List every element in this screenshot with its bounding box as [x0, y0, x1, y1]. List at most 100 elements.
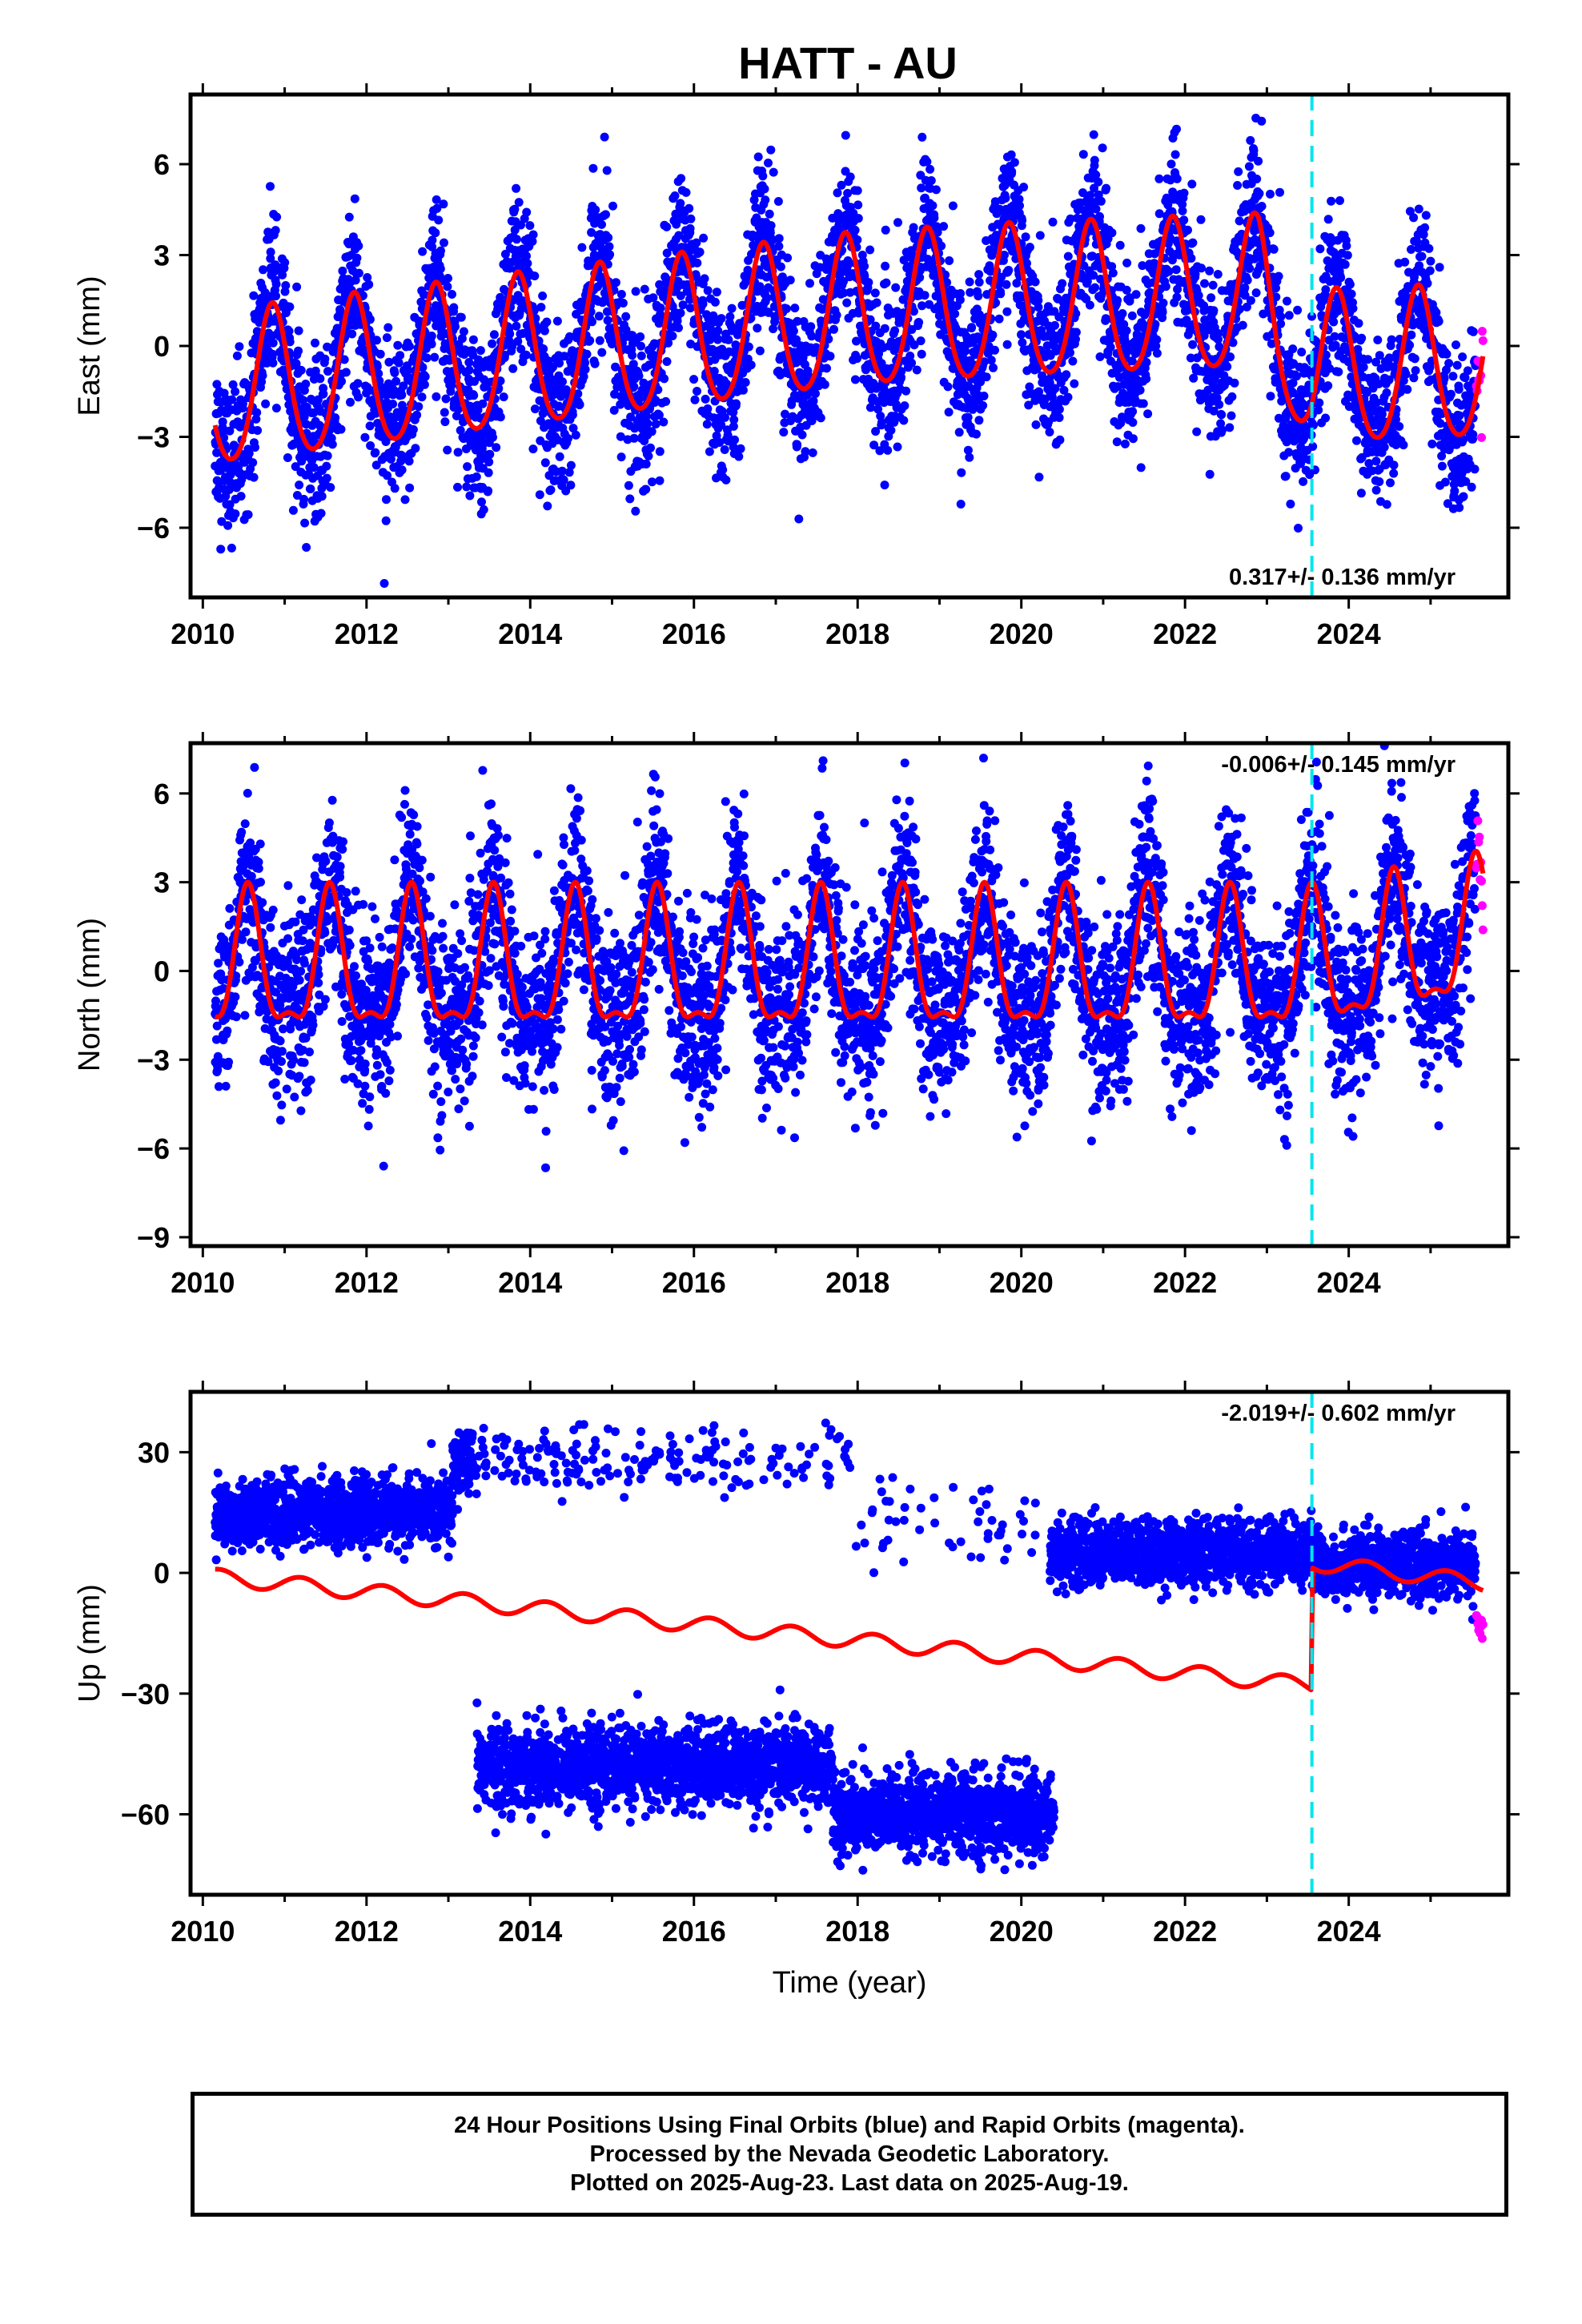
- final-orbit-point: [1356, 489, 1366, 498]
- final-orbit-point: [347, 329, 357, 339]
- final-orbit-point: [841, 131, 850, 140]
- final-orbit-point: [411, 444, 420, 453]
- final-orbit-point: [674, 323, 683, 332]
- final-orbit-point: [1227, 411, 1236, 420]
- final-orbit-point: [774, 234, 784, 243]
- final-orbit-point: [1085, 300, 1094, 310]
- final-orbit-point: [496, 376, 505, 386]
- final-orbit-point: [1048, 217, 1058, 227]
- final-orbit-point: [449, 303, 459, 312]
- final-orbit-point: [1200, 279, 1209, 288]
- final-orbit-point: [577, 243, 587, 252]
- final-orbit-point: [1030, 277, 1040, 287]
- final-orbit-point: [1321, 413, 1331, 423]
- final-orbit-point: [390, 368, 400, 377]
- final-orbit-point: [1379, 442, 1389, 452]
- final-orbit-point: [662, 357, 672, 366]
- final-orbit-point: [418, 363, 428, 372]
- final-orbit-point: [1458, 352, 1468, 362]
- final-orbit-point: [1347, 289, 1356, 299]
- final-orbit-point: [352, 253, 362, 263]
- final-orbit-point: [418, 247, 428, 256]
- final-orbit-point: [907, 358, 917, 368]
- final-orbit-point: [965, 452, 974, 462]
- final-orbit-point: [1345, 279, 1355, 289]
- final-orbit-point: [794, 514, 804, 524]
- final-orbit-point: [1257, 202, 1267, 211]
- final-orbit-point: [354, 268, 363, 278]
- final-orbit-point: [1112, 437, 1122, 447]
- final-orbit-point: [1323, 215, 1333, 224]
- final-orbit-point: [1194, 291, 1203, 300]
- final-orbit-point: [948, 201, 958, 211]
- final-orbit-point: [1207, 293, 1216, 303]
- final-orbit-point: [1019, 183, 1029, 192]
- final-orbit-point: [271, 279, 281, 289]
- final-orbit-point: [428, 242, 437, 251]
- final-orbit-point: [636, 332, 645, 341]
- final-orbit-point: [950, 309, 960, 319]
- final-orbit-point: [685, 223, 695, 233]
- final-orbit-point: [853, 214, 863, 223]
- final-orbit-point: [451, 322, 460, 332]
- final-orbit-point: [272, 212, 282, 222]
- final-orbit-point: [434, 215, 444, 225]
- final-orbit-point: [561, 486, 571, 496]
- final-orbit-point: [686, 340, 696, 349]
- final-orbit-point: [227, 395, 237, 404]
- final-orbit-point: [459, 327, 468, 336]
- final-orbit-point: [620, 332, 629, 342]
- final-orbit-point: [1329, 317, 1339, 327]
- final-orbit-point: [1371, 485, 1381, 495]
- final-orbit-point: [686, 214, 696, 223]
- final-orbit-point: [299, 494, 308, 504]
- final-orbit-point: [625, 494, 635, 504]
- final-orbit-point: [1266, 392, 1275, 401]
- final-orbit-point: [806, 322, 816, 332]
- final-orbit-point: [1244, 162, 1254, 171]
- final-orbit-point: [386, 454, 396, 464]
- final-orbit-point: [396, 351, 405, 360]
- final-orbit-point: [1421, 211, 1431, 220]
- final-orbit-point: [1297, 348, 1307, 357]
- final-orbit-point: [725, 312, 735, 321]
- final-orbit-point: [477, 454, 487, 464]
- final-orbit-point: [914, 318, 924, 327]
- final-orbit-point: [1377, 409, 1387, 419]
- final-orbit-point: [769, 167, 778, 177]
- final-orbit-point: [1106, 343, 1115, 352]
- final-orbit-point: [317, 492, 327, 501]
- final-orbit-point: [672, 219, 681, 229]
- final-orbit-point: [266, 254, 275, 263]
- final-orbit-point: [441, 394, 451, 404]
- final-orbit-point: [461, 444, 471, 453]
- final-orbit-point: [391, 376, 401, 386]
- final-orbit-point: [738, 385, 748, 395]
- final-orbit-point: [685, 304, 695, 313]
- final-orbit-point: [496, 292, 505, 302]
- final-orbit-point: [292, 491, 302, 500]
- final-orbit-point: [453, 404, 463, 414]
- final-orbit-point: [717, 420, 726, 430]
- final-orbit-point: [522, 207, 532, 217]
- final-orbit-point: [384, 357, 394, 367]
- final-orbit-point: [853, 200, 863, 210]
- final-orbit-point: [1452, 340, 1460, 350]
- final-orbit-point: [417, 392, 427, 402]
- final-orbit-point: [353, 379, 363, 388]
- final-orbit-point: [1283, 296, 1291, 306]
- final-orbit-point: [626, 412, 636, 422]
- final-orbit-point: [1400, 257, 1410, 267]
- final-orbit-point: [909, 223, 918, 232]
- final-orbit-point: [1334, 367, 1343, 376]
- final-orbit-point: [789, 326, 798, 336]
- final-orbit-point: [414, 402, 424, 412]
- final-orbit-point: [271, 404, 281, 413]
- final-orbit-point: [1354, 319, 1363, 328]
- final-orbit-point: [1452, 360, 1462, 370]
- final-orbit-point: [440, 238, 448, 247]
- final-orbit-point: [295, 480, 304, 490]
- final-orbit-point: [322, 461, 331, 471]
- final-orbit-point: [1257, 116, 1267, 126]
- final-orbit-point: [864, 278, 873, 287]
